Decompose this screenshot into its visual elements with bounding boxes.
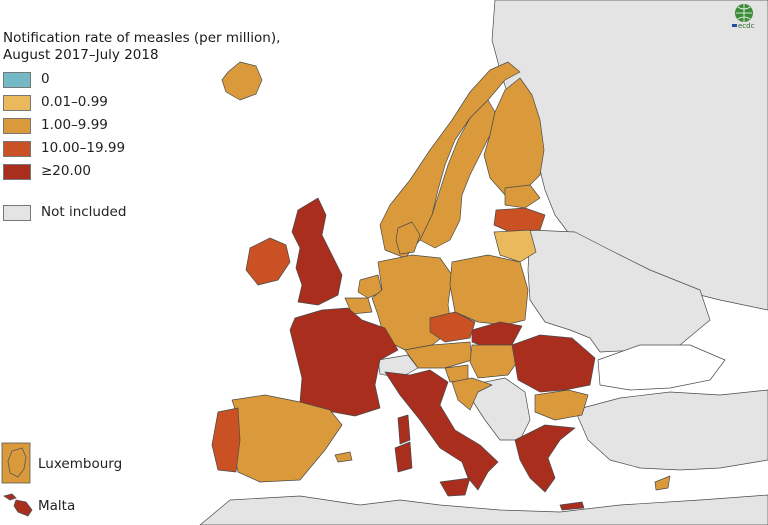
country-belgium xyxy=(344,297,373,315)
legend-label: ≥20.00 xyxy=(41,163,91,179)
turkey-region xyxy=(574,389,768,471)
country-bulgaria xyxy=(534,389,589,421)
legend-swatch xyxy=(3,72,31,88)
inset-label-malta: Malta xyxy=(38,498,76,514)
country-france xyxy=(289,307,399,417)
country-balearics xyxy=(334,451,353,463)
map-title-line2: August 2017–July 2018 xyxy=(3,47,159,63)
country-finland xyxy=(483,77,545,196)
legend-label: 1.00–9.99 xyxy=(41,117,108,133)
legend-swatch xyxy=(3,95,31,111)
legend-label: 0.01–0.99 xyxy=(41,94,108,110)
country-iceland xyxy=(221,61,263,101)
legend-label: 0 xyxy=(41,71,50,87)
country-corsica xyxy=(397,414,411,445)
country-italy xyxy=(384,369,499,491)
country-cyprus xyxy=(654,475,671,491)
legend-swatch xyxy=(3,205,31,221)
country-lithuania xyxy=(493,229,537,263)
luxembourg-inset xyxy=(1,442,31,484)
legend-swatch xyxy=(3,164,31,180)
legend-label: 10.00–19.99 xyxy=(41,140,126,156)
legend-swatch xyxy=(3,141,31,157)
map-title-line1: Notification rate of measles (per millio… xyxy=(3,30,281,46)
north-africa xyxy=(199,494,768,525)
country-greece xyxy=(514,424,576,493)
map-title: Notification rate of measles (per millio… xyxy=(3,30,280,64)
country-estonia xyxy=(504,184,541,209)
logo-text: ecdc xyxy=(738,22,755,30)
legend-label: Not included xyxy=(41,204,127,220)
country-latvia xyxy=(493,207,546,233)
country-denmark xyxy=(395,221,421,255)
country-sicily xyxy=(439,477,471,497)
country-uk xyxy=(291,197,343,306)
black-sea xyxy=(597,344,726,391)
country-ireland xyxy=(245,237,291,286)
country-crete xyxy=(559,501,585,511)
country-portugal xyxy=(211,407,241,473)
country-poland xyxy=(449,254,529,326)
ecdc-logo: ecdc xyxy=(732,4,755,30)
country-netherlands xyxy=(357,274,383,299)
malta-inset xyxy=(3,493,33,517)
country-sardinia xyxy=(394,441,413,473)
country-romania xyxy=(511,334,596,393)
legend-swatch xyxy=(3,118,31,134)
inset-label-luxembourg: Luxembourg xyxy=(38,456,123,472)
country-croatia xyxy=(451,377,493,411)
country-czechia xyxy=(429,311,476,343)
